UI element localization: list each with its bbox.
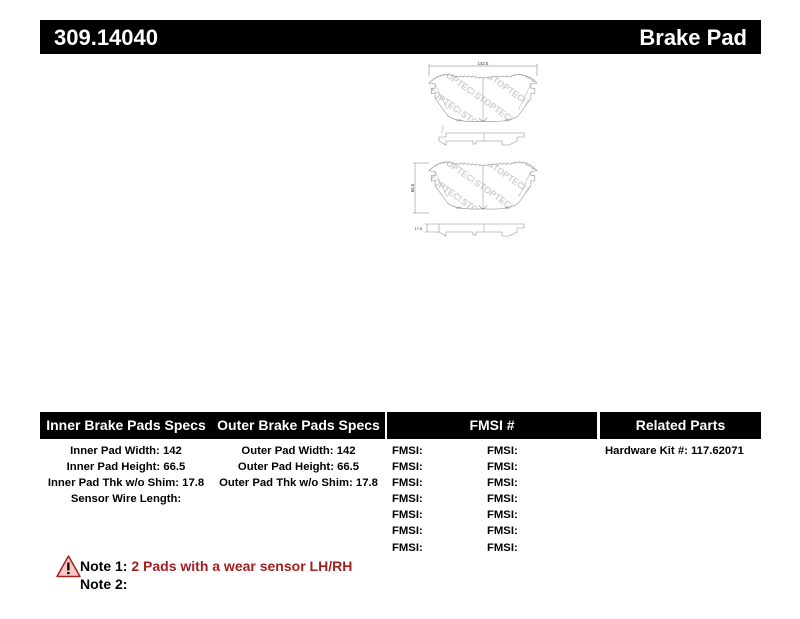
svg-text:17.8: 17.8 <box>415 227 422 231</box>
svg-text:66.5: 66.5 <box>410 183 415 192</box>
svg-text:142.5: 142.5 <box>478 61 489 66</box>
